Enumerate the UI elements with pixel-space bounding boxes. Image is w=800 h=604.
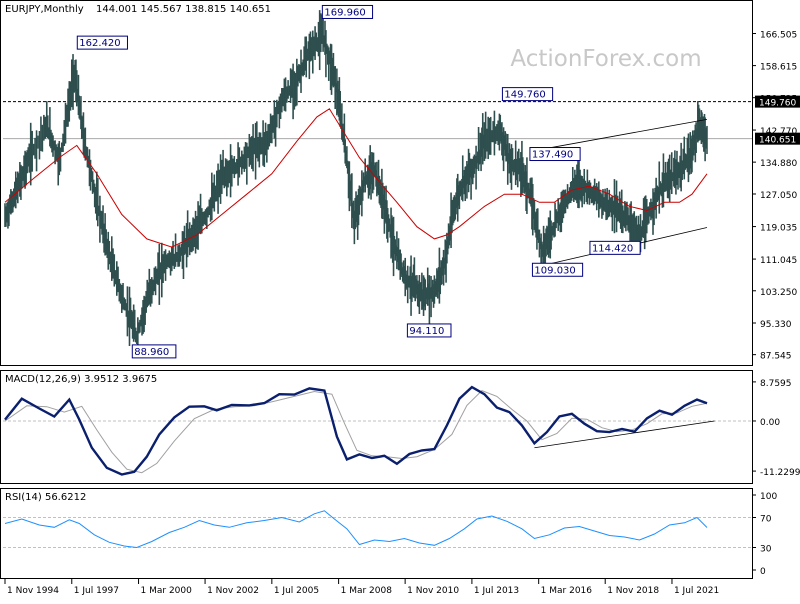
- rsi-title: RSI(14) 56.6212: [5, 492, 86, 503]
- price-bars: [4, 10, 708, 356]
- x-tick-label: 1 Jul 1997: [74, 586, 119, 596]
- annotation-box: [76, 35, 128, 50]
- macd-tick-label: -11.2299: [760, 468, 800, 478]
- annotation-label: 109.030: [534, 265, 575, 276]
- annotation-box: [131, 344, 177, 359]
- axis-layer: 166.505158.615150.725142.770134.880127.0…: [4, 31, 800, 596]
- price-tick-label: 134.880: [760, 159, 797, 169]
- x-tick-label: 1 Nov 2002: [207, 586, 259, 596]
- price-layer: 162.420 88.960 169.960 94.110 149.760 137.490…: [3, 4, 752, 359]
- rsi-tick-label: 0: [760, 567, 766, 577]
- x-tick-label: 1 Mar 2000: [141, 586, 193, 596]
- price-tick-label: 103.250: [760, 288, 797, 298]
- macd-title: MACD(12,26,9) 3.9512 3.9675: [5, 374, 157, 385]
- annotation-box: [321, 4, 374, 19]
- price-tick-label: 127.050: [760, 191, 797, 201]
- ohlc-values: 144.001 145.567 138.815 140.651: [96, 4, 271, 15]
- annotation-label: 94.110: [409, 326, 444, 337]
- x-tick-label: 1 Nov 2018: [607, 586, 659, 596]
- price-tick-label: 166.505: [760, 31, 797, 41]
- annotation-box: [501, 87, 554, 102]
- x-tick-label: 1 Jul 2013: [474, 586, 519, 596]
- channel-upper-line: [531, 118, 708, 152]
- price-tick-label: 142.770: [760, 127, 797, 137]
- resistance-axis-label-box: [755, 95, 800, 108]
- annotation-box: [531, 262, 584, 277]
- x-tick-label: 1 Nov 2010: [407, 586, 459, 596]
- moving-average-line: [4, 108, 708, 248]
- watermark: ActionForex.com: [510, 46, 701, 72]
- rsi-tick-label: 30: [760, 545, 772, 555]
- annotation-label: 114.420: [592, 243, 633, 254]
- price-tick-label: 119.035: [760, 224, 797, 234]
- annotation-box: [406, 323, 452, 338]
- price-tick-label: 158.615: [760, 63, 797, 73]
- current-price-axis-label: 140.651: [759, 136, 796, 146]
- annotation-box: [529, 147, 581, 162]
- annotation-label: 88.960: [134, 347, 169, 358]
- annotation-label: 137.490: [532, 150, 573, 161]
- current-price-axis-label-box: [755, 132, 800, 145]
- annotation-label: 169.960: [324, 7, 365, 18]
- macd-line: [4, 385, 708, 476]
- rsi-tick-label: 70: [760, 515, 772, 525]
- macd-layer: [3, 385, 752, 476]
- macd-tick-label: 8.7595: [760, 379, 792, 389]
- macd-panel-frame: [0, 370, 753, 484]
- resistance-axis-label: 149.760: [759, 99, 796, 109]
- x-tick-label: 1 Mar 2016: [541, 586, 593, 596]
- x-tick-label: 1 Jul 2005: [274, 586, 319, 596]
- annotation-label: 149.760: [504, 90, 545, 101]
- price-tick-label: 87.545: [760, 352, 792, 362]
- x-tick-label: 1 Nov 1994: [7, 586, 59, 596]
- price-tick-label: 111.045: [760, 256, 797, 266]
- rsi-layer: [3, 510, 752, 549]
- macd-tick-label: 0.00: [760, 418, 780, 428]
- x-tick-label: 1 Jul 2021: [674, 586, 719, 596]
- macd-trendline: [534, 420, 715, 449]
- rsi-panel-frame: [0, 488, 753, 579]
- annotation-label: 162.420: [79, 38, 120, 49]
- x-tick-label: 1 Mar 2008: [341, 586, 393, 596]
- rsi-line: [4, 510, 708, 549]
- rsi-tick-label: 100: [760, 492, 777, 502]
- annotation-box: [589, 240, 641, 255]
- price-chart-title: EURJPY,Monthly: [5, 4, 84, 15]
- price-tick-label: 95.330: [760, 320, 792, 330]
